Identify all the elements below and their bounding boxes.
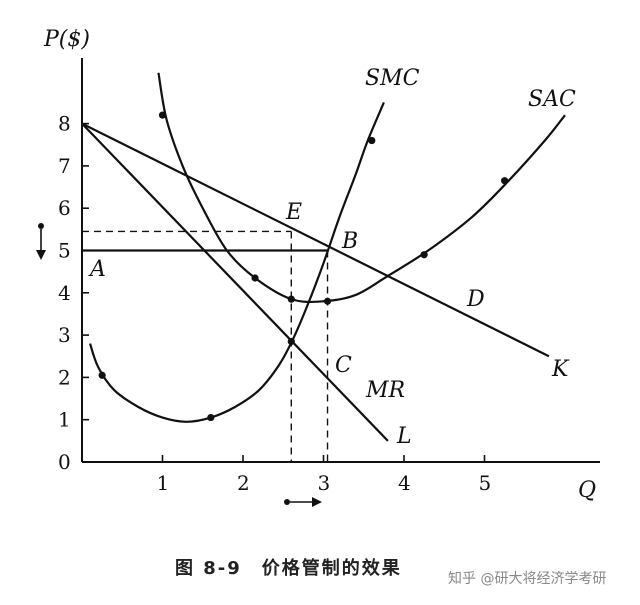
d-label: D	[466, 287, 485, 312]
mr-label: MR	[365, 378, 405, 403]
markers	[98, 111, 509, 422]
x-tick-label: 3	[318, 471, 331, 495]
sac-label: SAC	[528, 87, 576, 112]
y-ticks: 0 1 2 3 4 5 6 7 8	[58, 112, 89, 474]
l-label: L	[396, 424, 412, 449]
x-tick-label: 1	[157, 471, 170, 495]
y-tick-label: 6	[58, 196, 71, 220]
k-label: K	[551, 357, 570, 382]
point-c-label: C	[335, 353, 352, 378]
smc-marker	[368, 136, 376, 145]
quantity-change-arrow	[284, 497, 322, 507]
d-curve	[82, 122, 550, 358]
watermark: 知乎 @研大将经济学考研	[448, 570, 606, 587]
smc-label: SMC	[365, 66, 420, 91]
sac-marker	[251, 274, 259, 282]
x-tick-label: 2	[237, 471, 250, 495]
x-tick-label: 5	[479, 471, 492, 495]
y-tick-label: 3	[58, 323, 71, 347]
y-tick-label: 1	[58, 408, 71, 432]
y-tick-label: 0	[58, 450, 71, 474]
price-change-arrow	[36, 223, 46, 260]
reference-lines	[82, 230, 329, 462]
y-tick-label: 7	[58, 154, 71, 178]
smc-curve	[89, 102, 385, 423]
sac-marker	[323, 297, 332, 305]
y-axis-label: P($)	[43, 27, 90, 52]
sac-marker	[420, 251, 428, 259]
y-tick-label: 5	[58, 239, 71, 263]
mr-curve	[82, 122, 389, 442]
y-tick-label: 2	[58, 365, 71, 389]
sac-marker	[158, 111, 167, 119]
smc-marker	[98, 371, 106, 379]
sac-curve	[157, 72, 566, 304]
y-tick-label: 8	[58, 112, 71, 136]
axes	[81, 58, 600, 463]
sac-marker	[287, 295, 295, 303]
smc-marker	[287, 337, 295, 346]
point-b-label: B	[341, 229, 358, 254]
figure-caption: 图 8-9 价格管制的效果	[175, 557, 402, 579]
point-e-label: E	[285, 200, 302, 225]
x-axis-label: Q	[578, 478, 596, 503]
point-a-label: A	[88, 257, 106, 282]
x-tick-label: 4	[398, 471, 411, 495]
x-ticks: 1 2 3 4 5	[157, 455, 492, 495]
smc-marker	[207, 413, 215, 422]
y-tick-label: 4	[58, 281, 71, 305]
sac-marker	[501, 177, 509, 185]
curves	[82, 72, 566, 442]
